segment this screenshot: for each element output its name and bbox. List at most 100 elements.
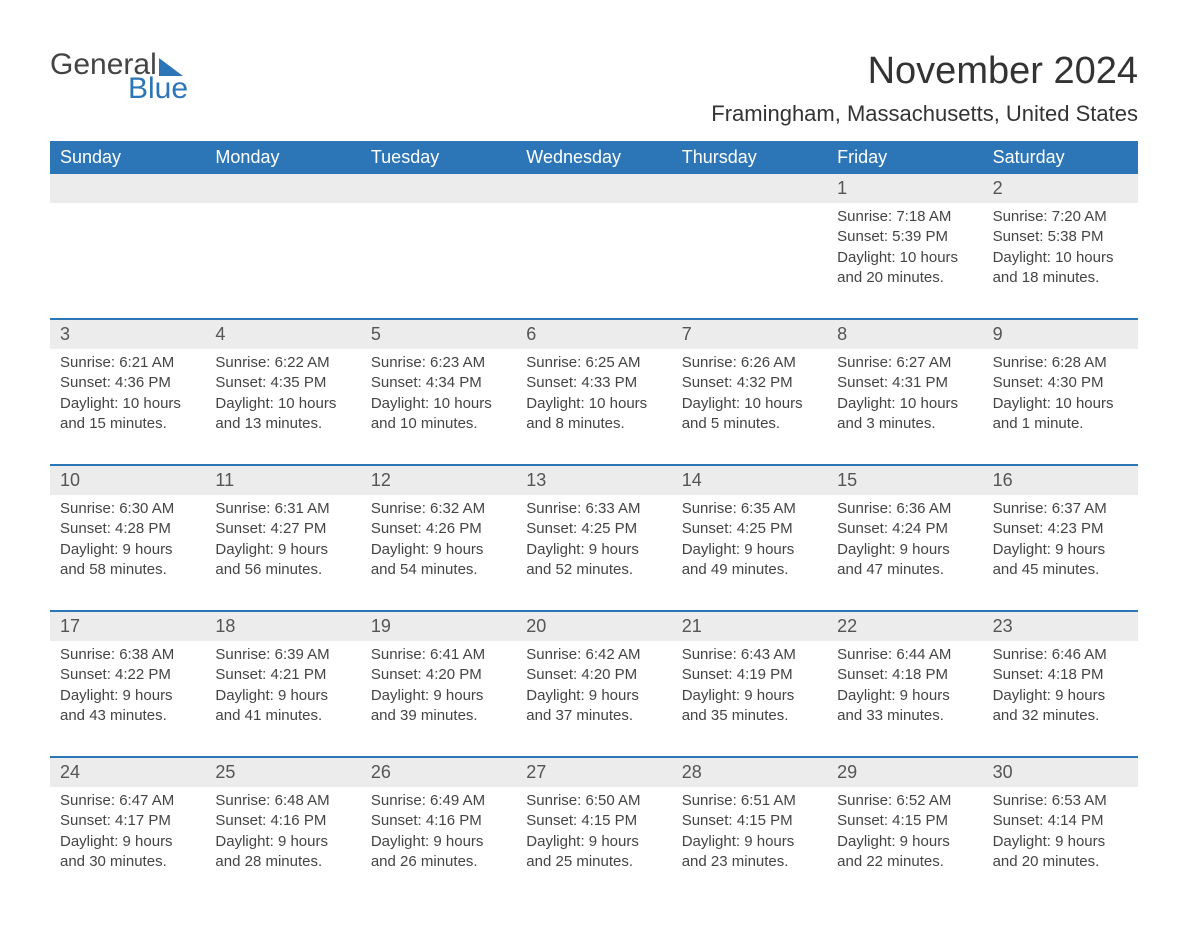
- day-cell: Sunrise: 6:39 AMSunset: 4:21 PMDaylight:…: [205, 641, 360, 744]
- calendar-week: 12Sunrise: 7:18 AMSunset: 5:39 PMDayligh…: [50, 174, 1138, 306]
- day-number: 5: [361, 320, 516, 349]
- month-title: November 2024: [711, 50, 1138, 93]
- day-cell: Sunrise: 6:46 AMSunset: 4:18 PMDaylight:…: [983, 641, 1138, 744]
- weeks-container: 12 Sunrise: 7:18 AMSunset: 5:39 PMDayligh…: [50, 174, 1138, 890]
- day-number: 23: [983, 612, 1138, 641]
- daylight-text: Daylight: 10 hours and 5 minutes.: [682, 394, 817, 435]
- sunrise-text: Sunrise: 6:50 AM: [526, 791, 661, 811]
- sunset-text: Sunset: 4:25 PM: [682, 519, 817, 539]
- day-number-row: 3456789: [50, 320, 1138, 349]
- sunrise-text: Sunrise: 6:27 AM: [837, 353, 972, 373]
- sunrise-text: Sunrise: 6:53 AM: [993, 791, 1128, 811]
- day-number: 4: [205, 320, 360, 349]
- sunset-text: Sunset: 4:28 PM: [60, 519, 195, 539]
- sunset-text: Sunset: 4:17 PM: [60, 811, 195, 831]
- day-cell: [516, 203, 671, 306]
- daylight-text: Daylight: 9 hours and 22 minutes.: [837, 832, 972, 873]
- sunrise-text: Sunrise: 6:47 AM: [60, 791, 195, 811]
- sunrise-text: Sunrise: 6:48 AM: [215, 791, 350, 811]
- sunrise-text: Sunrise: 6:31 AM: [215, 499, 350, 519]
- sunrise-text: Sunrise: 6:30 AM: [60, 499, 195, 519]
- day-cell: [205, 203, 360, 306]
- day-cell: Sunrise: 6:47 AMSunset: 4:17 PMDaylight:…: [50, 787, 205, 890]
- day-number: 24: [50, 758, 205, 787]
- day-number: 2: [983, 174, 1138, 203]
- sunset-text: Sunset: 4:18 PM: [837, 665, 972, 685]
- sunrise-text: Sunrise: 7:18 AM: [837, 207, 972, 227]
- sunset-text: Sunset: 4:20 PM: [526, 665, 661, 685]
- daylight-text: Daylight: 10 hours and 3 minutes.: [837, 394, 972, 435]
- day-cell: Sunrise: 6:35 AMSunset: 4:25 PMDaylight:…: [672, 495, 827, 598]
- sunset-text: Sunset: 4:26 PM: [371, 519, 506, 539]
- day-cell: Sunrise: 6:28 AMSunset: 4:30 PMDaylight:…: [983, 349, 1138, 452]
- day-number: 21: [672, 612, 827, 641]
- daylight-text: Daylight: 10 hours and 20 minutes.: [837, 248, 972, 289]
- daylight-text: Daylight: 9 hours and 39 minutes.: [371, 686, 506, 727]
- daylight-text: Daylight: 9 hours and 25 minutes.: [526, 832, 661, 873]
- day-number: 3: [50, 320, 205, 349]
- day-number-row: 24252627282930: [50, 758, 1138, 787]
- daylight-text: Daylight: 10 hours and 13 minutes.: [215, 394, 350, 435]
- brand-text-blue: Blue: [50, 74, 188, 104]
- sunrise-text: Sunrise: 6:33 AM: [526, 499, 661, 519]
- daylight-text: Daylight: 10 hours and 18 minutes.: [993, 248, 1128, 289]
- day-cell: Sunrise: 6:30 AMSunset: 4:28 PMDaylight:…: [50, 495, 205, 598]
- calendar-week: 17181920212223Sunrise: 6:38 AMSunset: 4:…: [50, 612, 1138, 744]
- daylight-text: Daylight: 10 hours and 1 minute.: [993, 394, 1128, 435]
- sunset-text: Sunset: 4:27 PM: [215, 519, 350, 539]
- day-number: 8: [827, 320, 982, 349]
- calendar-week: 10111213141516Sunrise: 6:30 AMSunset: 4:…: [50, 466, 1138, 598]
- calendar-week: 3456789Sunrise: 6:21 AMSunset: 4:36 PMDa…: [50, 320, 1138, 452]
- day-number: 14: [672, 466, 827, 495]
- daylight-text: Daylight: 9 hours and 35 minutes.: [682, 686, 817, 727]
- weekday-header: Sunday: [50, 141, 205, 174]
- day-number: 22: [827, 612, 982, 641]
- day-cell: Sunrise: 6:52 AMSunset: 4:15 PMDaylight:…: [827, 787, 982, 890]
- daylight-text: Daylight: 9 hours and 56 minutes.: [215, 540, 350, 581]
- day-number: 16: [983, 466, 1138, 495]
- sunset-text: Sunset: 4:19 PM: [682, 665, 817, 685]
- day-number: 12: [361, 466, 516, 495]
- daylight-text: Daylight: 10 hours and 10 minutes.: [371, 394, 506, 435]
- day-number: 7: [672, 320, 827, 349]
- day-cell: Sunrise: 6:32 AMSunset: 4:26 PMDaylight:…: [361, 495, 516, 598]
- day-number: 29: [827, 758, 982, 787]
- day-body-row: Sunrise: 7:18 AMSunset: 5:39 PMDaylight:…: [50, 203, 1138, 306]
- day-number-row: 17181920212223: [50, 612, 1138, 641]
- day-number: 26: [361, 758, 516, 787]
- sunset-text: Sunset: 4:14 PM: [993, 811, 1128, 831]
- sunrise-text: Sunrise: 6:36 AM: [837, 499, 972, 519]
- brand-logo: General Blue: [50, 50, 188, 104]
- sunset-text: Sunset: 4:15 PM: [682, 811, 817, 831]
- sunset-text: Sunset: 4:36 PM: [60, 373, 195, 393]
- day-cell: Sunrise: 6:42 AMSunset: 4:20 PMDaylight:…: [516, 641, 671, 744]
- daylight-text: Daylight: 9 hours and 54 minutes.: [371, 540, 506, 581]
- sunset-text: Sunset: 4:25 PM: [526, 519, 661, 539]
- daylight-text: Daylight: 9 hours and 20 minutes.: [993, 832, 1128, 873]
- sunrise-text: Sunrise: 6:52 AM: [837, 791, 972, 811]
- sunrise-text: Sunrise: 6:49 AM: [371, 791, 506, 811]
- sunset-text: Sunset: 4:31 PM: [837, 373, 972, 393]
- sunrise-text: Sunrise: 6:23 AM: [371, 353, 506, 373]
- sunset-text: Sunset: 4:20 PM: [371, 665, 506, 685]
- day-cell: Sunrise: 6:44 AMSunset: 4:18 PMDaylight:…: [827, 641, 982, 744]
- sunset-text: Sunset: 4:15 PM: [837, 811, 972, 831]
- location-subtitle: Framingham, Massachusetts, United States: [711, 101, 1138, 127]
- day-number: 17: [50, 612, 205, 641]
- sunset-text: Sunset: 4:33 PM: [526, 373, 661, 393]
- sunrise-text: Sunrise: 6:26 AM: [682, 353, 817, 373]
- day-cell: Sunrise: 6:48 AMSunset: 4:16 PMDaylight:…: [205, 787, 360, 890]
- sunrise-text: Sunrise: 6:37 AM: [993, 499, 1128, 519]
- day-cell: Sunrise: 6:49 AMSunset: 4:16 PMDaylight:…: [361, 787, 516, 890]
- day-cell: Sunrise: 6:27 AMSunset: 4:31 PMDaylight:…: [827, 349, 982, 452]
- daylight-text: Daylight: 9 hours and 23 minutes.: [682, 832, 817, 873]
- daylight-text: Daylight: 10 hours and 15 minutes.: [60, 394, 195, 435]
- day-cell: Sunrise: 6:37 AMSunset: 4:23 PMDaylight:…: [983, 495, 1138, 598]
- day-cell: Sunrise: 7:18 AMSunset: 5:39 PMDaylight:…: [827, 203, 982, 306]
- day-cell: Sunrise: 6:43 AMSunset: 4:19 PMDaylight:…: [672, 641, 827, 744]
- day-cell: Sunrise: 6:36 AMSunset: 4:24 PMDaylight:…: [827, 495, 982, 598]
- sunset-text: Sunset: 4:24 PM: [837, 519, 972, 539]
- day-cell: Sunrise: 6:41 AMSunset: 4:20 PMDaylight:…: [361, 641, 516, 744]
- day-cell: Sunrise: 6:21 AMSunset: 4:36 PMDaylight:…: [50, 349, 205, 452]
- daylight-text: Daylight: 9 hours and 33 minutes.: [837, 686, 972, 727]
